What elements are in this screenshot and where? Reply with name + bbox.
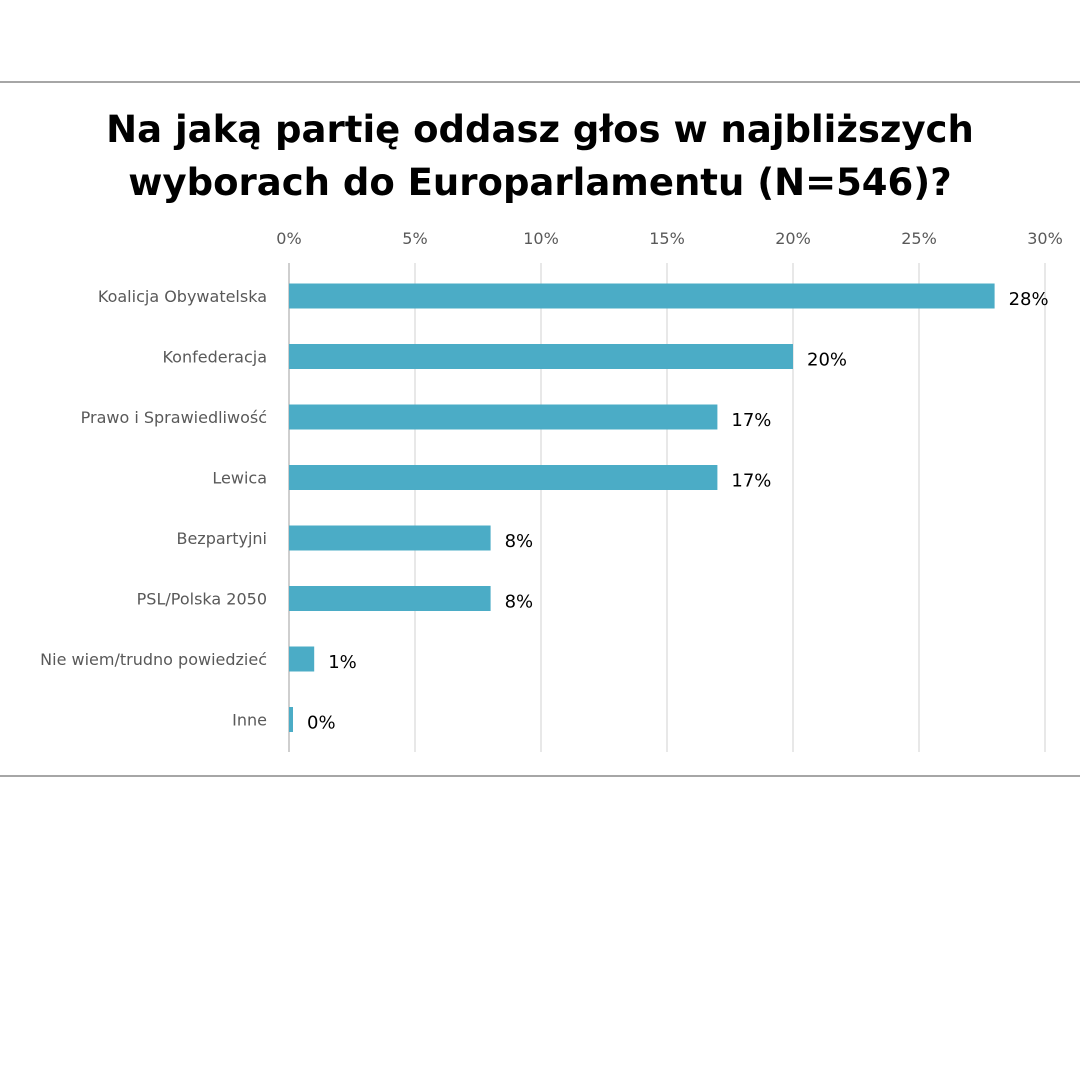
- x-tick-label: 5%: [402, 229, 427, 248]
- category-label: Konfederacja: [162, 348, 267, 367]
- bottom-divider: [0, 775, 1080, 777]
- category-label: Lewica: [212, 469, 267, 488]
- x-tick-label: 15%: [649, 229, 685, 248]
- bar: [289, 707, 293, 732]
- x-tick-label: 25%: [901, 229, 937, 248]
- chart-title-line-2: wyborach do Europarlamentu (N=546)?: [128, 161, 952, 204]
- category-label: PSL/Polska 2050: [137, 590, 267, 609]
- value-labels: 28% 20% 17% 17% 8% 8% 1% 0%: [307, 289, 1049, 734]
- x-tick-label: 0%: [276, 229, 301, 248]
- x-tick-labels: 0% 5% 10% 15% 20% 25% 30%: [276, 229, 1062, 248]
- value-label: 17%: [731, 410, 771, 431]
- bar: [289, 344, 793, 369]
- value-label: 17%: [731, 471, 771, 492]
- x-tick-label: 20%: [775, 229, 811, 248]
- category-label: Bezpartyjni: [176, 529, 267, 548]
- value-label: 8%: [505, 592, 534, 613]
- value-label: 0%: [307, 713, 336, 734]
- bar: [289, 586, 491, 611]
- value-label: 28%: [1009, 289, 1049, 310]
- bar: [289, 525, 491, 551]
- bar: [289, 283, 995, 309]
- category-label: Koalicja Obywatelska: [98, 287, 267, 306]
- gridlines: [288, 263, 1046, 752]
- bar: [289, 404, 718, 430]
- chart-title: Na jaką partię oddasz głos w najbliższyc…: [0, 103, 1080, 209]
- top-divider: [0, 81, 1080, 83]
- chart-title-line-1: Na jaką partię oddasz głos w najbliższyc…: [106, 108, 974, 151]
- value-label: 20%: [807, 350, 847, 371]
- category-labels: Koalicja Obywatelska Konfederacja Prawo i …: [40, 287, 267, 730]
- category-label: Prawo i Sprawiedliwość: [81, 408, 267, 427]
- bars: [289, 283, 995, 732]
- x-tick-label: 30%: [1027, 229, 1063, 248]
- value-label: 8%: [505, 531, 534, 552]
- category-label: Nie wiem/trudno powiedzieć: [40, 650, 267, 669]
- category-label: Inne: [232, 711, 267, 730]
- bar: [289, 646, 315, 672]
- value-label: 1%: [328, 652, 357, 673]
- bar: [289, 465, 718, 490]
- x-tick-label: 10%: [523, 229, 559, 248]
